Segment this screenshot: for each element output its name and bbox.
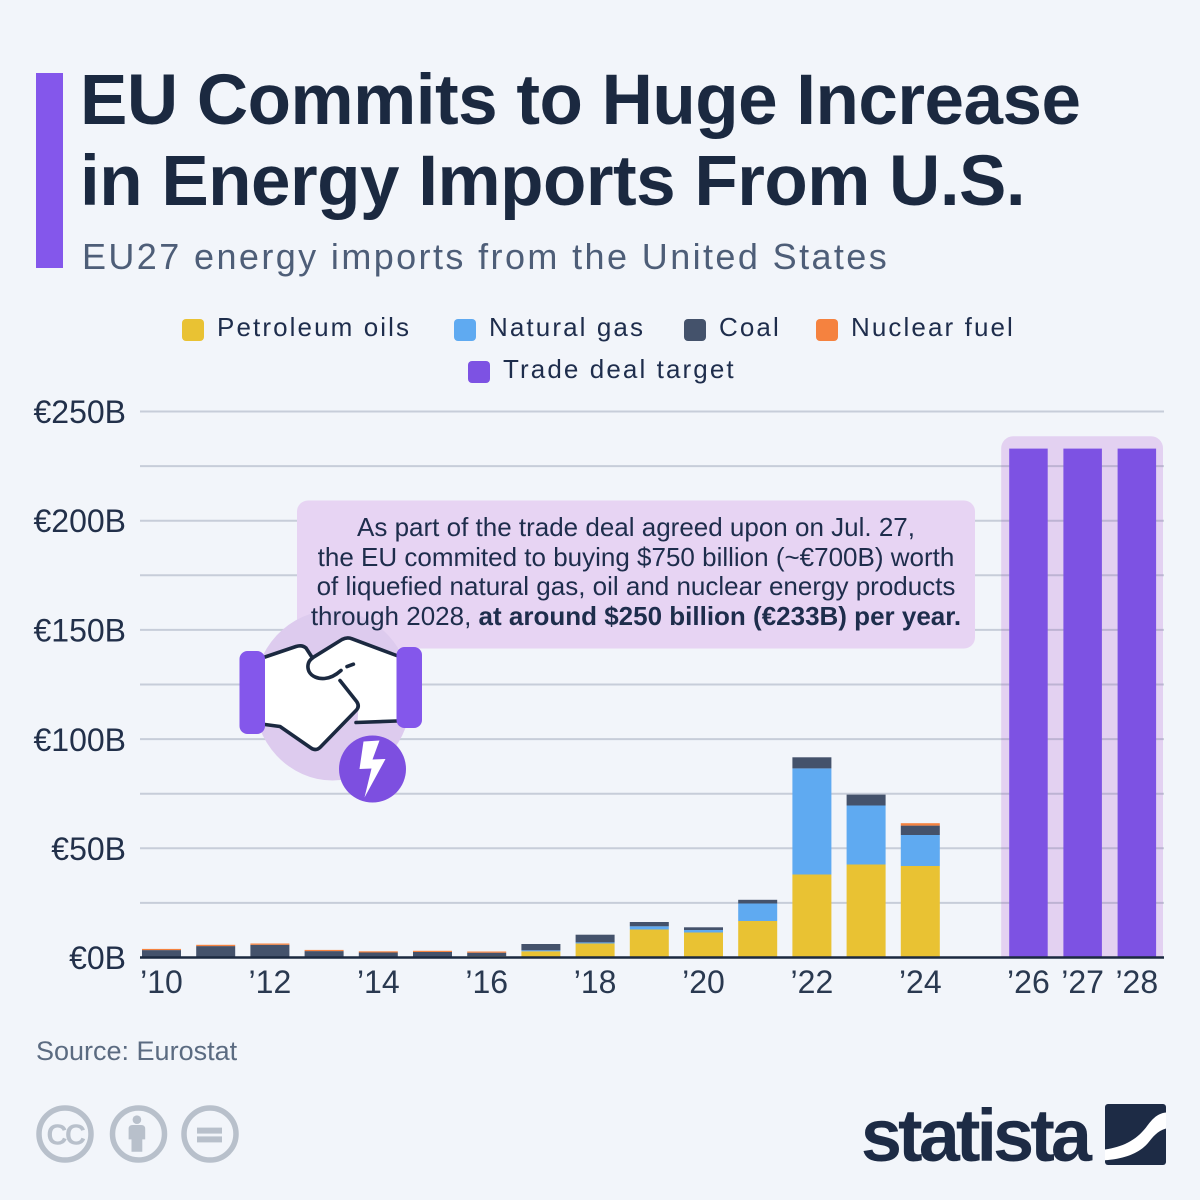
svg-text:€150B: €150B (33, 613, 126, 649)
svg-text:’12: ’12 (249, 964, 292, 1000)
svg-text:’26: ’26 (1007, 964, 1050, 1000)
svg-text:CC: CC (47, 1120, 86, 1152)
svg-text:€250B: €250B (33, 394, 126, 430)
svg-text:’10: ’10 (140, 964, 183, 1000)
svg-text:€200B: €200B (33, 503, 126, 539)
svg-text:’16: ’16 (465, 964, 508, 1000)
svg-text:’14: ’14 (357, 964, 400, 1000)
svg-text:€100B: €100B (33, 722, 126, 758)
svg-text:’22: ’22 (791, 964, 834, 1000)
svg-text:’18: ’18 (574, 964, 617, 1000)
svg-text:’20: ’20 (682, 964, 725, 1000)
svg-text:’24: ’24 (899, 964, 942, 1000)
svg-text:’28: ’28 (1115, 964, 1158, 1000)
svg-text:’27: ’27 (1061, 964, 1104, 1000)
svg-text:€0B: €0B (69, 940, 126, 976)
svg-text:€50B: €50B (51, 831, 126, 867)
